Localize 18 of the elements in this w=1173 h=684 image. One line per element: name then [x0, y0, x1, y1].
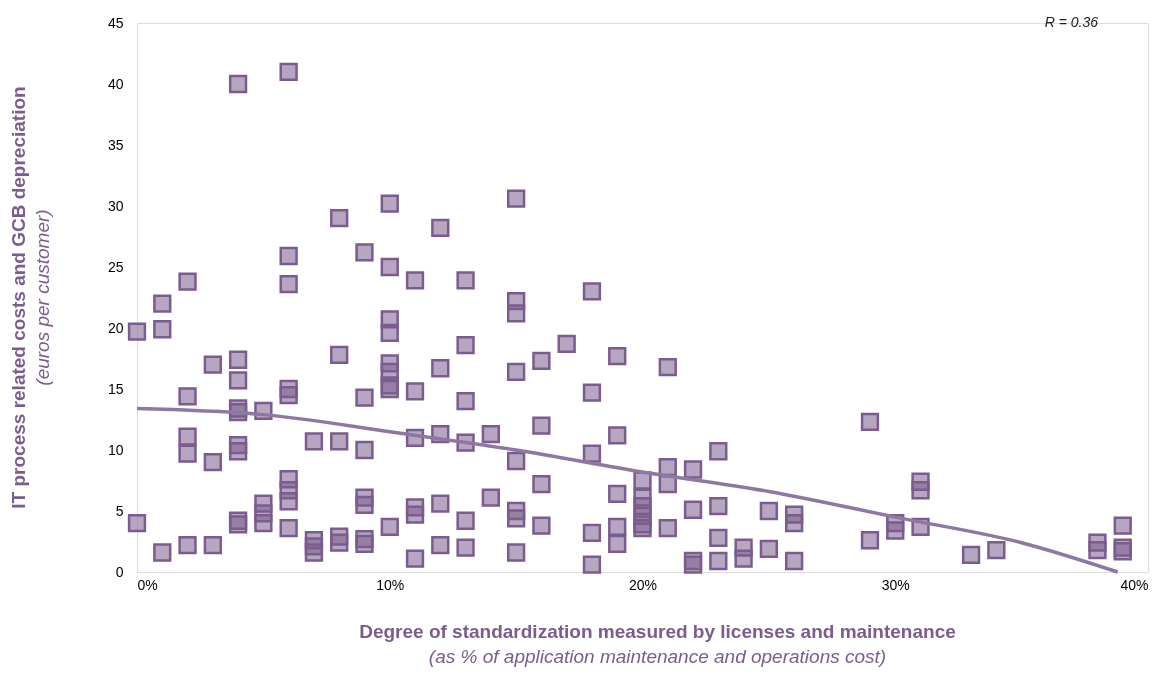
y-tick-label: 25 — [107, 258, 124, 275]
y-tick-label: 10 — [107, 441, 124, 458]
x-axis-title: Degree of standardization measured by licenses and maintenance (as % of application maintenance and operations cost) — [359, 621, 956, 667]
y-tick-label: 5 — [115, 502, 124, 519]
x-tick-label: 10% — [376, 576, 405, 593]
y-tick-label: 35 — [107, 136, 124, 153]
y-tick-label: 20 — [107, 319, 124, 336]
y-tick-label: 30 — [107, 197, 124, 214]
y-axis-title: IT process related costs and GCB depreciation (euros per customer) — [8, 86, 53, 509]
y-tick-label: 45 — [107, 14, 124, 31]
x-tick-label: 40% — [1120, 576, 1149, 593]
y-tick-label: 40 — [107, 75, 124, 92]
x-tick-label: 20% — [628, 576, 658, 593]
y-tick-label: 0 — [115, 563, 124, 580]
y-tick-label: 15 — [107, 380, 124, 397]
annotation: R = 0.36 — [1044, 14, 1099, 30]
x-tick-label: 0% — [137, 576, 158, 593]
x-tick-label: 30% — [881, 576, 910, 593]
